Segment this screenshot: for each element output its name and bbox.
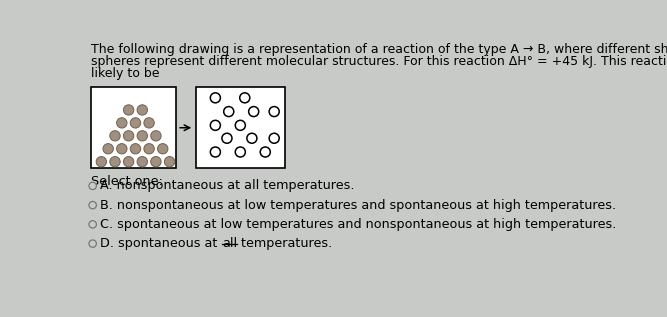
Circle shape [235,147,245,157]
Text: B. nonspontaneous at low temperatures and spontaneous at high temperatures.: B. nonspontaneous at low temperatures an… [101,199,616,212]
Circle shape [151,131,161,141]
Circle shape [130,118,141,128]
Circle shape [269,133,279,143]
Circle shape [117,118,127,128]
Circle shape [260,147,270,157]
Text: temperatures.: temperatures. [237,237,332,250]
Circle shape [123,105,134,115]
Circle shape [137,105,147,115]
Circle shape [89,240,97,247]
Circle shape [249,107,259,117]
Circle shape [144,144,154,154]
Text: Select one:: Select one: [91,175,163,188]
Circle shape [164,157,175,167]
Circle shape [210,120,220,130]
Text: A. nonspontaneous at all temperatures.: A. nonspontaneous at all temperatures. [101,179,355,192]
Circle shape [222,133,232,143]
Circle shape [210,93,220,103]
Circle shape [123,131,134,141]
Circle shape [239,93,250,103]
Circle shape [137,131,147,141]
Circle shape [235,120,245,130]
Circle shape [123,157,134,167]
Text: C. spontaneous at low temperatures and nonspontaneous at high temperatures.: C. spontaneous at low temperatures and n… [101,218,617,231]
Bar [91,87,176,168]
Circle shape [89,221,97,228]
Circle shape [96,157,107,167]
Text: likely to be: likely to be [91,67,159,80]
Circle shape [247,133,257,143]
Circle shape [157,144,168,154]
Circle shape [210,147,220,157]
Circle shape [223,107,233,117]
Circle shape [269,107,279,117]
Text: D. spontaneous at: D. spontaneous at [101,237,222,250]
Text: The following drawing is a representation of a reaction of the type A → B, where: The following drawing is a representatio… [91,43,667,56]
Circle shape [117,144,127,154]
Bar [195,87,285,168]
Text: spheres represent different molecular structures. For this reaction ΔH° = +45 kJ: spheres represent different molecular st… [91,55,667,68]
Circle shape [103,144,113,154]
Circle shape [89,182,97,190]
Circle shape [151,157,161,167]
Text: all: all [222,237,237,250]
Circle shape [110,131,120,141]
Circle shape [110,157,120,167]
Circle shape [144,118,154,128]
Circle shape [89,201,97,209]
Circle shape [137,157,147,167]
Circle shape [130,144,141,154]
